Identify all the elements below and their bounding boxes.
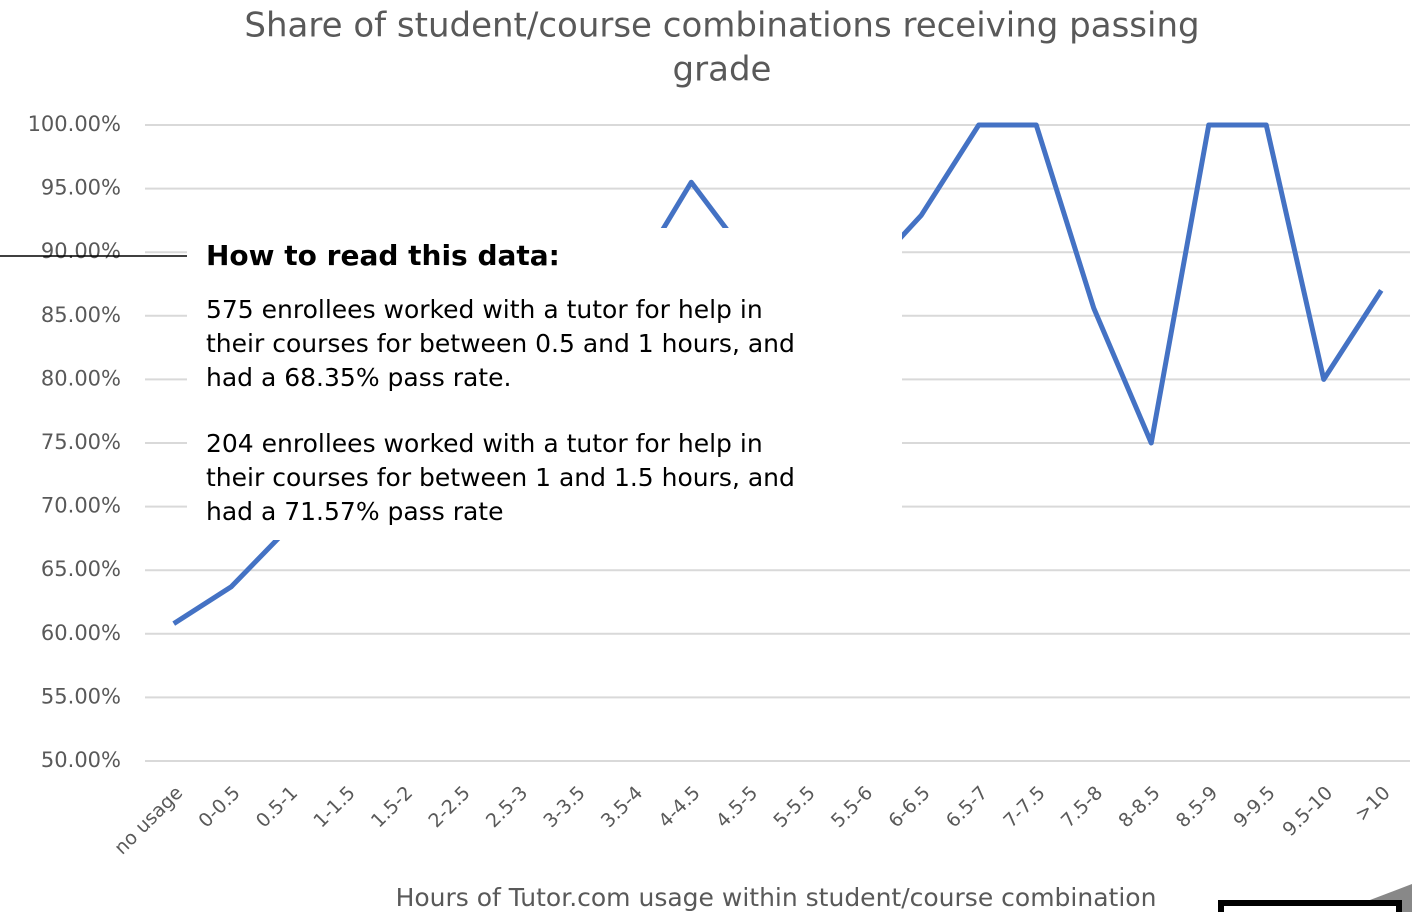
y-tick-label: 85.00%: [41, 303, 121, 327]
x-tick-label: 2-2.5: [424, 782, 474, 832]
annotation-line: 575 enrollees worked with a tutor for he…: [206, 295, 763, 324]
y-tick-label: 50.00%: [41, 748, 121, 772]
y-tick-label: 65.00%: [41, 557, 121, 581]
x-tick-label: 7-7.5: [999, 782, 1049, 832]
y-tick-label: 80.00%: [41, 366, 121, 390]
annotation-line: their courses for between 0.5 and 1 hour…: [206, 329, 795, 358]
x-tick-label: 6-6.5: [884, 782, 934, 832]
annotation-line: their courses for between 1 and 1.5 hour…: [206, 463, 795, 492]
x-tick-label: 3.5-4: [597, 782, 647, 832]
x-tick-label: >10: [1351, 782, 1395, 826]
y-tick-label: 60.00%: [41, 621, 121, 645]
x-tick-label: 0.5-1: [252, 782, 302, 832]
x-tick-label: 2.5-3: [482, 782, 532, 832]
chart-title: grade: [673, 50, 772, 90]
y-tick-label: 90.00%: [41, 239, 121, 263]
x-tick-label: 4-4.5: [654, 782, 704, 832]
y-tick-label: 55.00%: [41, 684, 121, 708]
y-tick-label: 70.00%: [41, 494, 121, 518]
x-tick-label: 4.5-5: [712, 782, 762, 832]
y-tick-label: 100.00%: [28, 112, 121, 136]
x-tick-label: no usage: [110, 782, 187, 859]
annotation-line: had a 68.35% pass rate.: [206, 363, 511, 392]
annotation-line: 204 enrollees worked with a tutor for he…: [206, 429, 763, 458]
annotation-line: had a 71.57% pass rate: [206, 497, 504, 526]
annotation-heading: How to read this data:: [206, 239, 560, 272]
x-tick-label: 6.5-7: [942, 782, 992, 832]
x-tick-label: 5.5-6: [827, 782, 877, 832]
x-tick-label: 1-1.5: [309, 782, 359, 832]
x-tick-label: 0-0.5: [194, 782, 244, 832]
x-tick-label: 8.5-9: [1172, 782, 1222, 832]
x-tick-label: 5-5.5: [769, 782, 819, 832]
x-tick-label: 9-9.5: [1229, 782, 1279, 832]
x-tick-label: 1.5-2: [367, 782, 417, 832]
annotation-box: [187, 228, 902, 540]
x-tick-label: 8-8.5: [1114, 782, 1164, 832]
y-tick-label: 95.00%: [41, 176, 121, 200]
x-axis-title: Hours of Tutor.com usage within student/…: [396, 883, 1157, 912]
x-tick-label: 7.5-8: [1057, 782, 1107, 832]
x-tick-label: 9.5-10: [1278, 782, 1337, 841]
chart-title: Share of student/course combinations rec…: [244, 6, 1199, 46]
x-tick-label: 3-3.5: [539, 782, 589, 832]
y-tick-label: 75.00%: [41, 430, 121, 454]
corner-box: [1218, 900, 1402, 912]
